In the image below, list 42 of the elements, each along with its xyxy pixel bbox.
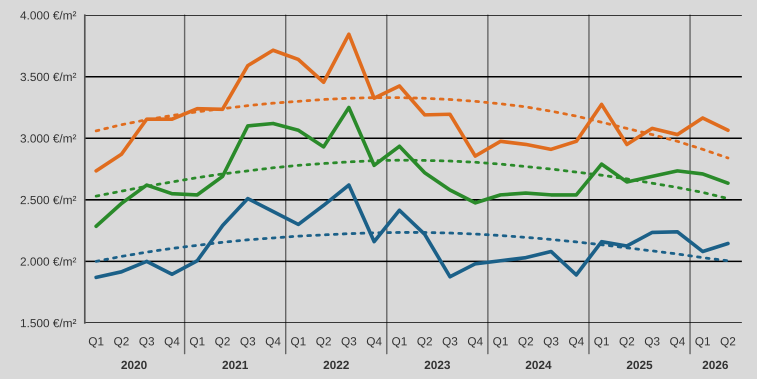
x-tick-label: Q4 bbox=[670, 337, 685, 348]
x-tick-label: Q4 bbox=[366, 337, 382, 348]
x-tick-label: Q1 bbox=[88, 337, 104, 348]
x-tick-label: Q2 bbox=[114, 337, 129, 348]
x-tick-label: Q1 bbox=[594, 337, 609, 348]
y-tick-label: 3.000 €/m² bbox=[20, 134, 76, 143]
x-tick-label: Q1 bbox=[291, 337, 306, 348]
x-tick-label: Q1 bbox=[695, 337, 710, 348]
x-tick-label: Q4 bbox=[468, 337, 483, 348]
text: 2026 bbox=[702, 360, 728, 370]
text: 2024 bbox=[526, 360, 552, 370]
x-tick-label: Q2 bbox=[417, 337, 432, 348]
text: 2025 bbox=[626, 360, 652, 370]
x-tick-label: Q3 bbox=[342, 337, 356, 348]
x-tick-label: Q4 bbox=[569, 337, 584, 348]
x-tick-label: Q2 bbox=[620, 337, 634, 348]
x-tick-label: Q2 bbox=[316, 337, 331, 348]
x-tick-label: Q4 bbox=[266, 337, 281, 348]
x-tick-label: Q3 bbox=[139, 337, 154, 348]
x-tick-label: Q4 bbox=[164, 337, 180, 348]
x-tick-label: Q1 bbox=[392, 337, 407, 348]
text: 2021 bbox=[222, 360, 248, 370]
x-tick-label: Q2 bbox=[720, 337, 736, 348]
x-tick-label: Q1 bbox=[493, 337, 508, 348]
x-tick-label: Q3 bbox=[240, 337, 256, 348]
x-tick-label: Q2 bbox=[518, 337, 534, 348]
text: 2023 bbox=[424, 360, 450, 370]
text: 2022 bbox=[324, 360, 349, 370]
line-series bbox=[94, 106, 730, 228]
y-tick-label: 3.500 €/m² bbox=[20, 72, 76, 82]
x-tick-label: Q3 bbox=[544, 337, 558, 348]
x-tick-label: Q2 bbox=[215, 337, 230, 348]
x-tick-label: Q1 bbox=[190, 337, 205, 348]
y-tick-label: 4.000 €/m² bbox=[20, 10, 76, 20]
line-series bbox=[94, 183, 730, 280]
y-tick-label: 2.500 €/m² bbox=[20, 196, 76, 204]
y-tick-label: 2.000 €/m² bbox=[20, 257, 76, 266]
line-series bbox=[94, 32, 730, 173]
text: 2020 bbox=[121, 360, 147, 370]
x-tick-label: Q3 bbox=[644, 337, 660, 348]
y-tick-label: 1.500 €/m² bbox=[20, 318, 76, 328]
x-tick-label: Q3 bbox=[442, 337, 458, 348]
